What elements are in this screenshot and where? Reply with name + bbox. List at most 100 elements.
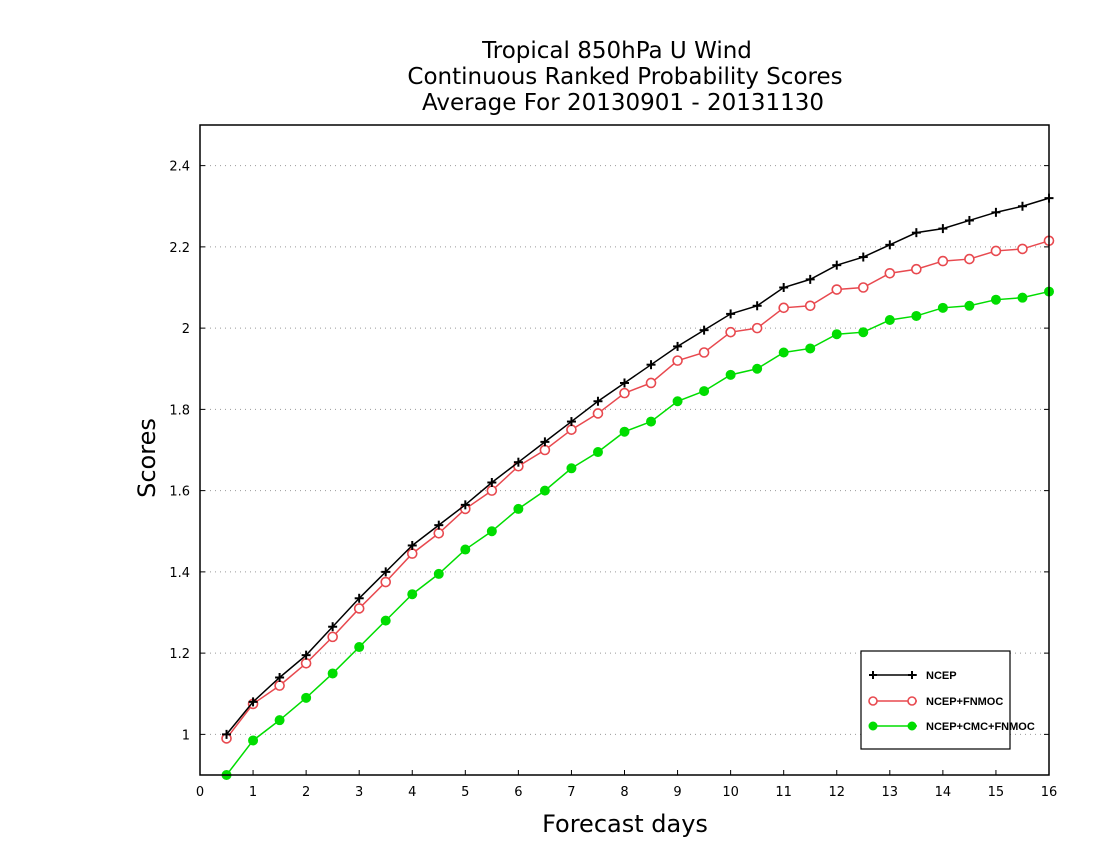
data-point [620, 378, 629, 388]
x-tick-label: 14 [935, 785, 952, 800]
x-tick-label: 15 [988, 785, 1005, 800]
y-tick-label: 2.4 [169, 160, 190, 175]
y-tick-label: 1.6 [169, 485, 190, 500]
data-point [513, 457, 523, 467]
gridlines [200, 165, 1049, 735]
data-point [434, 520, 444, 530]
data-point [460, 500, 470, 510]
legend: NCEP NCEP+FNMOC NCEP+CMC+FNMOC [860, 650, 1035, 750]
data-point [673, 341, 683, 351]
data-point [539, 444, 551, 456]
x-tick-label: 12 [828, 785, 845, 800]
x-tick-label: 1 [249, 785, 257, 800]
data-point [381, 567, 391, 577]
x-tick-label: 6 [514, 785, 522, 800]
data-point [486, 485, 498, 496]
data-point [619, 426, 630, 437]
x-tick-label: 3 [355, 785, 363, 800]
data-point [831, 329, 842, 340]
data-point [592, 408, 604, 419]
data-point [911, 228, 921, 238]
data-point [646, 360, 656, 370]
chart-title-line-3: Average For 20130901 - 20131130 [422, 90, 824, 116]
data-point [725, 369, 736, 380]
x-tick-label: 16 [1041, 785, 1058, 800]
data-point [752, 301, 762, 311]
data-point [1017, 292, 1028, 303]
data-point [566, 424, 577, 435]
data-point [964, 253, 975, 265]
data-point [353, 603, 365, 614]
x-tick-label: 2 [302, 785, 310, 800]
legend-label: NCEP [926, 670, 957, 682]
data-point [884, 267, 896, 279]
data-point [1017, 201, 1027, 211]
data-point [938, 224, 948, 234]
data-point [779, 283, 789, 292]
data-point [832, 260, 842, 270]
data-point [407, 589, 418, 600]
data-point [858, 327, 869, 338]
legend-marker [868, 721, 878, 731]
data-point [274, 715, 285, 726]
x-tick-label: 11 [775, 785, 792, 800]
legend-box [860, 650, 1011, 750]
legend-items: NCEP NCEP+FNMOC NCEP+CMC+FNMOC [868, 670, 1035, 733]
y-tick-label: 1.8 [169, 403, 190, 418]
legend-marker [869, 671, 877, 679]
data-point [911, 263, 922, 275]
data-point [486, 526, 497, 537]
legend-label: NCEP+CMC+FNMOC [926, 721, 1035, 733]
data-point [460, 544, 471, 555]
data-point [566, 463, 577, 474]
legend-label: NCEP+FNMOC [926, 696, 1003, 708]
data-point [300, 657, 312, 669]
data-point [858, 252, 868, 262]
series-ncep [222, 193, 1054, 739]
data-point [990, 294, 1001, 305]
data-point [619, 387, 630, 399]
data-point [646, 416, 657, 427]
y-tick-label: 2 [182, 322, 190, 337]
y-axis-label: Scores [133, 418, 161, 498]
plot-frame [199, 124, 1050, 776]
data-point [1017, 243, 1028, 255]
data-point [699, 386, 710, 397]
data-point [222, 729, 232, 739]
x-tick-label: 4 [408, 785, 416, 800]
data-point [592, 447, 603, 458]
data-point [805, 274, 815, 284]
data-point [540, 437, 550, 447]
axis-ticks: 11.21.41.61.822.22.40 1 2 3 4 5 6 7 8 9 10 11 12 13 14… [169, 160, 1057, 800]
legend-item: NCEP+CMC+FNMOC [868, 721, 1035, 733]
data-point [566, 417, 576, 427]
chart-title-line-1: Tropical 850hPa U Wind [481, 38, 752, 64]
series-layer [221, 193, 1055, 780]
x-tick-label: 9 [673, 785, 681, 800]
data-point [248, 735, 259, 746]
chart-title-line-2: Continuous Ranked Probability Scores [407, 64, 842, 90]
data-point [990, 245, 1002, 257]
legend-item: NCEP [869, 670, 957, 682]
data-point [991, 207, 1001, 217]
data-point [380, 615, 391, 626]
x-axis-label: Forecast days [542, 810, 708, 838]
data-point [698, 347, 710, 358]
data-point [805, 343, 816, 354]
legend-marker [907, 696, 917, 706]
y-tick-label: 1.2 [169, 647, 190, 662]
x-tick-label: 0 [196, 785, 204, 800]
data-point [301, 650, 311, 660]
data-point [301, 692, 312, 703]
data-point [672, 355, 683, 366]
data-point [699, 325, 709, 335]
data-point [804, 300, 816, 312]
x-tick-label: 5 [461, 785, 469, 800]
series-ncep-fnmoc [221, 235, 1055, 744]
x-tick-label: 7 [567, 785, 575, 800]
data-point [539, 485, 550, 496]
x-tick-label: 10 [722, 785, 739, 800]
data-point [857, 282, 869, 293]
legend-marker [908, 671, 916, 679]
